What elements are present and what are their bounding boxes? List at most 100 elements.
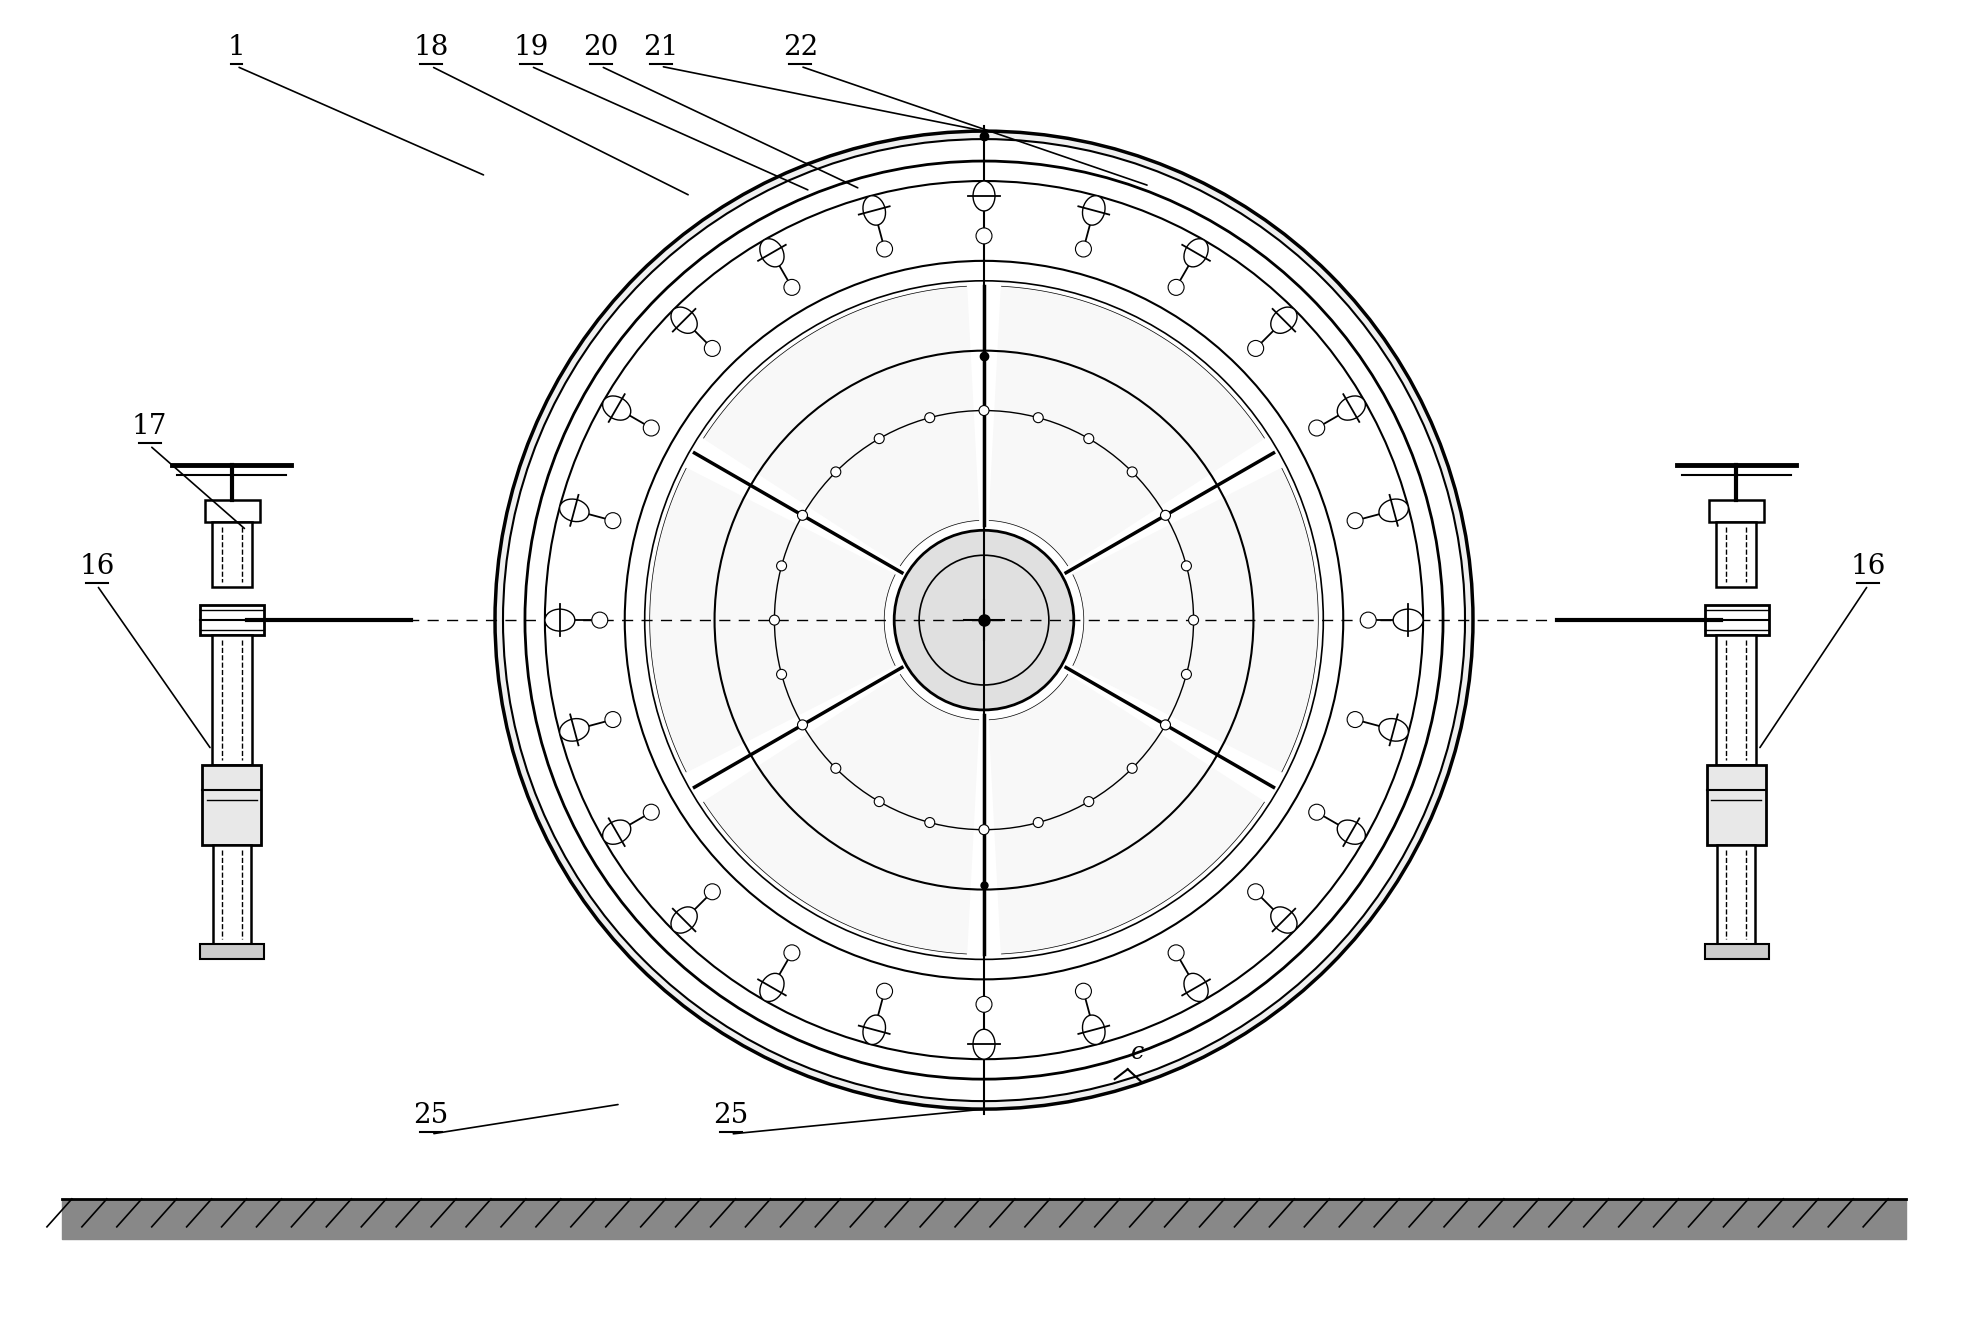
Circle shape — [874, 434, 884, 444]
Bar — [1704, 605, 1769, 636]
Circle shape — [1348, 512, 1364, 528]
Circle shape — [978, 406, 990, 415]
Text: 19: 19 — [514, 34, 549, 62]
Circle shape — [1161, 511, 1171, 520]
Circle shape — [644, 804, 659, 820]
Ellipse shape — [671, 907, 697, 933]
Circle shape — [769, 616, 779, 625]
Text: 1: 1 — [228, 34, 246, 62]
Ellipse shape — [1082, 196, 1106, 226]
Circle shape — [1181, 669, 1191, 679]
Ellipse shape — [760, 973, 783, 1001]
Circle shape — [705, 340, 720, 356]
Circle shape — [1348, 711, 1364, 727]
Circle shape — [783, 945, 799, 961]
Ellipse shape — [1185, 239, 1208, 267]
Ellipse shape — [760, 239, 783, 267]
Ellipse shape — [602, 820, 632, 844]
Bar — [201, 765, 262, 844]
Polygon shape — [649, 468, 895, 771]
Circle shape — [976, 996, 992, 1012]
Circle shape — [1161, 720, 1171, 730]
Text: 20: 20 — [583, 34, 618, 62]
Circle shape — [1084, 434, 1094, 444]
Circle shape — [978, 825, 990, 835]
Circle shape — [876, 241, 893, 257]
Circle shape — [504, 138, 1464, 1101]
Circle shape — [777, 560, 787, 571]
Text: 16: 16 — [79, 554, 114, 581]
Ellipse shape — [972, 181, 996, 211]
Bar — [1706, 765, 1767, 844]
Circle shape — [1128, 466, 1138, 477]
Text: c: c — [1132, 1042, 1143, 1064]
Ellipse shape — [1336, 396, 1366, 421]
Circle shape — [1075, 241, 1092, 257]
Circle shape — [604, 711, 620, 727]
Text: 18: 18 — [413, 34, 449, 62]
Ellipse shape — [1185, 973, 1208, 1001]
Circle shape — [1033, 413, 1043, 422]
Circle shape — [1248, 340, 1263, 356]
Ellipse shape — [1380, 719, 1409, 741]
Circle shape — [496, 132, 1472, 1109]
Bar — [205, 500, 260, 523]
Circle shape — [1075, 984, 1092, 999]
Ellipse shape — [1271, 907, 1297, 933]
Circle shape — [1169, 280, 1185, 296]
Circle shape — [545, 181, 1423, 1059]
Circle shape — [1309, 421, 1324, 435]
Polygon shape — [990, 675, 1263, 954]
Ellipse shape — [559, 719, 588, 741]
Text: 25: 25 — [413, 1102, 449, 1129]
Bar — [199, 605, 264, 636]
Circle shape — [1084, 797, 1094, 806]
Text: 25: 25 — [712, 1102, 748, 1129]
Bar — [1716, 523, 1755, 587]
Text: 17: 17 — [132, 414, 167, 441]
Bar — [213, 523, 252, 587]
Circle shape — [830, 466, 840, 477]
Circle shape — [1169, 945, 1185, 961]
Polygon shape — [990, 286, 1263, 566]
Bar — [213, 844, 250, 945]
Circle shape — [925, 817, 935, 828]
Circle shape — [976, 228, 992, 243]
Ellipse shape — [1271, 306, 1297, 333]
Text: 16: 16 — [1850, 554, 1885, 581]
Text: 21: 21 — [644, 34, 679, 62]
Circle shape — [893, 531, 1075, 710]
Bar — [1710, 500, 1765, 523]
Ellipse shape — [545, 609, 575, 632]
Ellipse shape — [1336, 820, 1366, 844]
Circle shape — [830, 763, 840, 773]
Circle shape — [783, 280, 799, 296]
Bar — [199, 945, 264, 960]
Circle shape — [705, 884, 720, 899]
Circle shape — [1033, 817, 1043, 828]
Ellipse shape — [862, 196, 886, 226]
Ellipse shape — [1380, 499, 1409, 521]
Bar — [1718, 844, 1755, 945]
Circle shape — [797, 720, 807, 730]
Polygon shape — [705, 286, 978, 566]
Circle shape — [1309, 804, 1324, 820]
Bar — [1716, 636, 1755, 765]
Circle shape — [925, 413, 935, 422]
Circle shape — [876, 984, 893, 999]
Circle shape — [592, 612, 608, 628]
Ellipse shape — [972, 1030, 996, 1059]
Circle shape — [797, 511, 807, 520]
Polygon shape — [705, 675, 978, 954]
Ellipse shape — [1082, 1015, 1106, 1044]
Ellipse shape — [862, 1015, 886, 1044]
Circle shape — [1189, 616, 1199, 625]
Circle shape — [1360, 612, 1376, 628]
Circle shape — [604, 512, 620, 528]
Ellipse shape — [559, 499, 588, 521]
Circle shape — [874, 797, 884, 806]
Ellipse shape — [1393, 609, 1423, 632]
Circle shape — [644, 421, 659, 435]
Bar — [1704, 945, 1769, 960]
Circle shape — [1128, 763, 1138, 773]
